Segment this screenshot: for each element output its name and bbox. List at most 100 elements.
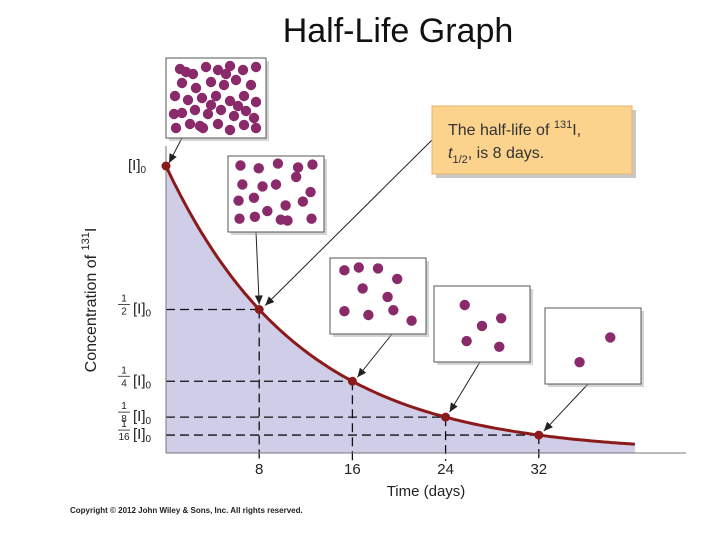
atom-dot xyxy=(257,181,268,192)
atom-dot xyxy=(184,118,196,130)
pointer-arrow xyxy=(264,139,433,306)
sample-box xyxy=(227,155,327,235)
atom-dot xyxy=(238,119,250,131)
svg-text:1: 1 xyxy=(121,365,127,376)
atom-dot xyxy=(189,104,201,116)
data-point xyxy=(161,161,171,171)
atom-dot xyxy=(280,200,291,211)
atom-dot xyxy=(250,61,262,73)
atom-dot xyxy=(461,335,472,347)
svg-text:1: 1 xyxy=(121,294,127,305)
data-point xyxy=(534,430,544,440)
y-tick-label: 1 4 [I]0 xyxy=(118,365,152,391)
atom-dot xyxy=(459,299,470,311)
svg-text:[I]0: [I]0 xyxy=(133,372,152,391)
pointer-arrow xyxy=(357,333,393,378)
atom-dot xyxy=(228,110,240,122)
atom-dot xyxy=(253,163,264,174)
atom-dot xyxy=(357,283,368,294)
atom-dot xyxy=(248,192,260,203)
svg-text:8: 8 xyxy=(121,414,127,425)
y-axis-label: Concentration of 131I xyxy=(80,228,100,373)
sample-box xyxy=(433,285,533,365)
sample-boxes xyxy=(165,57,644,387)
atom-dot xyxy=(353,262,364,273)
svg-text:[I]0: [I]0 xyxy=(133,301,152,320)
atom-dot xyxy=(282,215,293,226)
atom-dot xyxy=(574,356,585,368)
data-point xyxy=(441,412,451,422)
atom-dot xyxy=(262,205,273,217)
sample-box xyxy=(329,257,429,337)
atom-dot xyxy=(290,171,302,183)
atom-dot xyxy=(388,305,399,316)
atom-dot xyxy=(205,99,217,111)
atom-dot xyxy=(196,92,208,104)
atom-dot xyxy=(270,179,282,190)
decay-curve xyxy=(164,165,636,446)
axes xyxy=(165,146,686,454)
data-points xyxy=(161,161,544,440)
atom-dot xyxy=(305,186,316,198)
atom-dot xyxy=(272,158,284,169)
atom-dot xyxy=(249,211,261,222)
atom-dot xyxy=(176,77,188,89)
atom-dot xyxy=(235,160,246,171)
pointer-arrow xyxy=(543,383,589,432)
atom-dot xyxy=(233,195,244,206)
sample-box xyxy=(544,307,644,387)
pointer-arrow xyxy=(449,361,481,413)
atom-dot xyxy=(220,68,232,80)
atom-dot xyxy=(237,64,249,76)
data-point xyxy=(347,376,357,386)
atom-dot xyxy=(339,306,350,317)
atom-dot xyxy=(200,61,212,73)
callout-line-2: t1/2, is 8 days. xyxy=(448,145,544,166)
y-tick-label: [I]0 xyxy=(128,157,147,176)
atom-dot xyxy=(180,66,192,78)
atom-dot xyxy=(237,179,248,190)
atom-dot xyxy=(210,90,222,102)
atom-dot xyxy=(182,94,194,106)
y-tick-label: 1 2 [I]0 xyxy=(118,294,152,320)
decay-curve-line xyxy=(164,165,636,446)
pointer-arrow xyxy=(254,231,263,305)
svg-text:2: 2 xyxy=(121,307,127,318)
x-axis-label: Time (days) xyxy=(387,483,466,500)
slide-title: Half-Life Graph xyxy=(282,12,514,50)
callout-box: The half-life of 131I, t1/2, is 8 days. xyxy=(431,105,636,178)
atom-dot xyxy=(372,263,384,274)
atom-dot xyxy=(176,107,188,119)
x-tick-label: 32 xyxy=(530,461,547,478)
x-tick-label: 16 xyxy=(344,461,361,478)
atom-dot xyxy=(392,273,403,285)
callout-line-1: The half-life of 131I, xyxy=(448,119,581,139)
atom-dot xyxy=(297,196,309,207)
atom-dot xyxy=(194,120,206,132)
atom-dot xyxy=(224,124,236,136)
svg-text:4: 4 xyxy=(121,378,127,389)
atom-dot xyxy=(245,79,257,91)
atom-dot xyxy=(306,213,317,224)
atom-dot xyxy=(218,79,230,91)
atom-dot xyxy=(232,100,244,112)
copyright-notice: Copyright © 2012 John Wiley & Sons, Inc.… xyxy=(70,506,303,515)
atom-dot xyxy=(240,105,252,117)
svg-text:[I]0: [I]0 xyxy=(133,426,152,445)
atom-dot xyxy=(496,313,507,324)
atom-dot xyxy=(382,291,393,303)
atom-dot xyxy=(250,122,262,134)
svg-text:1: 1 xyxy=(121,401,127,412)
svg-text:16: 16 xyxy=(118,432,130,443)
atom-dot xyxy=(363,309,374,321)
data-point xyxy=(254,305,264,314)
atom-dot xyxy=(230,74,242,86)
atom-dot xyxy=(190,82,202,94)
sample-box xyxy=(165,57,269,141)
atom-dot xyxy=(224,95,236,107)
atom-dot xyxy=(250,96,262,108)
atom-dot xyxy=(248,112,260,124)
atom-dot xyxy=(202,108,214,120)
atom-dot xyxy=(205,76,217,88)
